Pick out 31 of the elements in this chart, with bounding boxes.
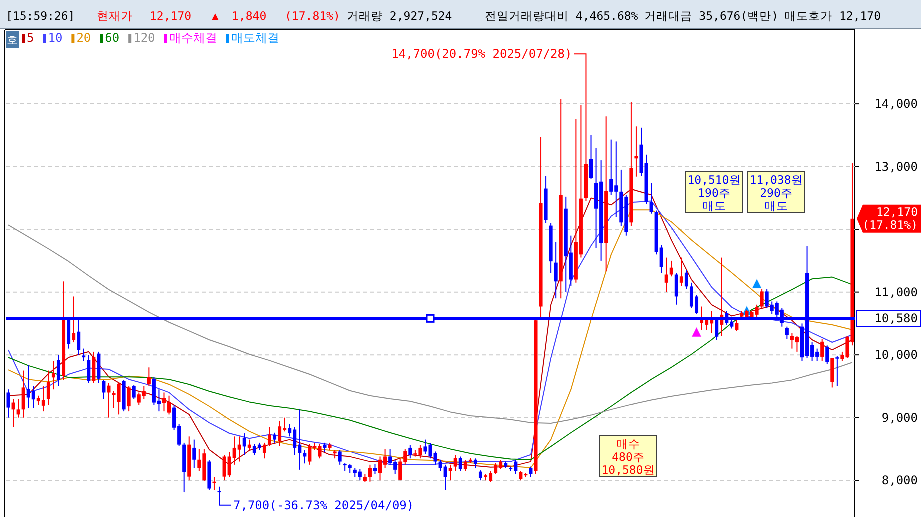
legend-label: 20 (76, 31, 92, 45)
text: ▲ (212, 9, 219, 23)
legend-label: 매수체결 (169, 31, 218, 45)
text: 1,840 (232, 9, 267, 23)
y-tick-label: 9,000 (882, 410, 918, 425)
legend-label: 매도체결 (231, 31, 280, 45)
y-tick-label: 8,000 (882, 474, 918, 488)
annotation: 호 (7, 34, 18, 47)
legend-label: 5 (27, 31, 34, 45)
y-tick-label: 14,000 (874, 97, 918, 112)
text: [15:59:26] (6, 9, 76, 23)
text: 매도호가 12,170 (784, 9, 882, 23)
legend-label: 60 (105, 31, 120, 45)
annotation: 매수 480주 10,580원 (602, 437, 656, 477)
ref-line-label: 10,580 (874, 312, 918, 326)
y-tick-label: 13,000 (874, 160, 918, 174)
legend-label: 120 (134, 31, 156, 45)
text: 거래량 2,927,524 (347, 9, 452, 23)
text: 전일거래량대비 4,465.68% (485, 9, 638, 23)
y-tick-label: 10,000 (874, 348, 918, 362)
annotation: 10,510원 190주 매도 (688, 173, 742, 213)
legend-label: 10 (48, 31, 63, 45)
text: 12,170 (17.81%) (862, 204, 918, 232)
annotation: 7,700(-36.73% 2025/04/09) (234, 498, 414, 512)
annotation: 11,038원 290주 매도 (750, 173, 804, 213)
text: (17.81%) (285, 9, 340, 23)
annotation: 14,700(20.79% 2025/07/28) (392, 47, 572, 62)
text: 현재가 (97, 9, 133, 23)
y-tick-label: 11,000 (874, 285, 918, 300)
text: 12,170 (150, 9, 192, 23)
text: 거래대금 35,676(백만) (644, 9, 779, 23)
